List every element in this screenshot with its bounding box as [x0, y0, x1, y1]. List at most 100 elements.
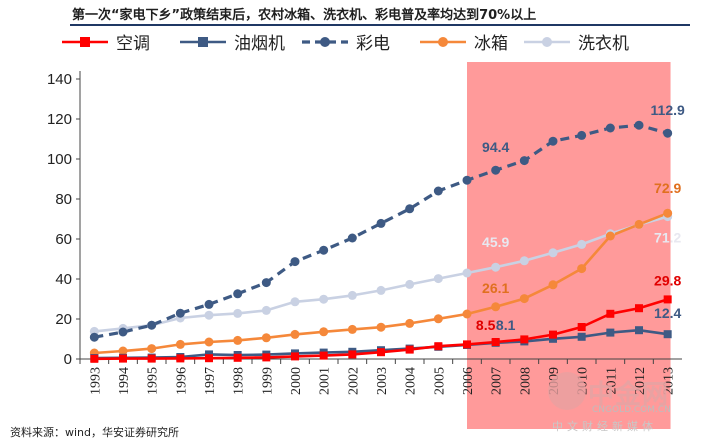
data-point: [491, 338, 500, 346]
data-point: [519, 256, 529, 266]
y-tick-label: 0: [64, 351, 72, 368]
data-point: [663, 330, 672, 339]
data-point: [577, 332, 586, 341]
x-tick-label: 2013: [662, 367, 677, 395]
x-tick-label: 2006: [461, 367, 476, 395]
x-tick-label: 1994: [117, 367, 132, 395]
legend-label: 洗衣机: [578, 34, 629, 54]
data-point: [147, 344, 157, 354]
watermark-domain: CNGOLD.COM.CN: [592, 405, 671, 415]
data-label: 94.4: [482, 139, 509, 155]
header-rule: [70, 24, 690, 26]
data-point: [520, 335, 529, 344]
y-tick-label: 140: [47, 71, 72, 88]
y-tick-label: 60: [55, 231, 72, 248]
series-markers-group: [89, 120, 673, 363]
data-label: 29.8: [654, 272, 681, 288]
data-point: [663, 128, 673, 138]
data-point: [376, 322, 386, 332]
legend-label: 冰箱: [474, 34, 508, 54]
data-point: [433, 186, 443, 196]
data-point: [491, 302, 501, 312]
header-title: 第一次“家电下乡”政策结束后，农村冰箱、洗衣机、彩电普及率均达到70%以上: [72, 8, 537, 23]
x-tick-label: 1998: [232, 367, 247, 395]
data-point: [548, 136, 558, 146]
data-point: [577, 239, 587, 249]
data-point: [347, 324, 357, 334]
source-note: 资料来源：wind，华安证券研究所: [10, 424, 179, 440]
data-point: [405, 318, 415, 328]
y-tick-label: 100: [47, 151, 72, 168]
data-point: [233, 289, 243, 299]
data-point: [491, 262, 501, 272]
data-point: [434, 342, 443, 351]
data-label: 112.9: [651, 102, 685, 118]
data-point: [491, 165, 501, 175]
data-point: [549, 334, 557, 343]
data-point: [634, 219, 644, 229]
data-point: [290, 297, 300, 307]
data-point: [261, 278, 271, 288]
data-point: [118, 327, 128, 337]
data-point: [347, 233, 357, 243]
data-point: [118, 346, 128, 356]
data-point: [606, 328, 615, 337]
data-point: [262, 353, 271, 362]
data-point: [663, 208, 673, 218]
data-point: [233, 353, 242, 362]
data-point: [376, 218, 386, 228]
data-point: [663, 295, 672, 304]
legend-marker: [198, 37, 208, 47]
data-point: [519, 294, 529, 304]
x-tick-label: 1993: [88, 367, 103, 395]
data-point: [261, 333, 271, 343]
data-label: 45.9: [482, 234, 509, 250]
data-point: [204, 299, 214, 309]
watermark-tagline: 中文财经新媒体: [552, 420, 657, 433]
legend-marker: [80, 37, 90, 47]
x-tick-label: 2003: [375, 367, 390, 395]
data-point: [549, 330, 557, 339]
data-point: [233, 308, 243, 318]
y-tick-label: 40: [55, 271, 72, 288]
data-point: [548, 280, 558, 290]
watermark-logo-icon: [548, 372, 586, 410]
data-point: [405, 279, 415, 289]
data-point: [204, 310, 214, 320]
source-text: wind，华安证券研究所: [65, 426, 180, 439]
data-labels-group: 8.5 29.8 8.1 12.4 94.4 112.9 26.1 72.9 45.9 71.2: [476, 102, 685, 333]
data-point: [577, 264, 587, 274]
data-point: [147, 354, 156, 363]
x-tick-label: 2002: [346, 367, 361, 395]
data-label: 12.4: [654, 305, 681, 321]
x-tick-label: 2007: [490, 367, 505, 395]
data-point: [606, 309, 615, 318]
x-tick-label: 1999: [260, 367, 275, 395]
data-label: 72.9: [654, 180, 681, 196]
data-point: [176, 354, 185, 363]
x-tick-label: 2001: [318, 367, 333, 395]
data-point: [290, 257, 300, 267]
legend-label: 彩电: [356, 34, 390, 54]
data-point: [405, 204, 415, 214]
data-point: [205, 354, 213, 363]
legend: 空调 油烟机 彩电 冰箱 洗衣机: [62, 34, 629, 54]
data-point: [462, 268, 472, 278]
x-tick-label: 2011: [604, 367, 619, 394]
data-point: [463, 340, 471, 349]
data-point: [319, 327, 329, 337]
data-point: [433, 274, 443, 284]
data-point: [290, 329, 300, 339]
data-point: [347, 290, 357, 300]
data-point: [635, 326, 643, 335]
data-point: [147, 320, 157, 330]
data-point: [433, 314, 443, 324]
data-label: 71.2: [654, 230, 681, 246]
chart-header: 第一次“家电下乡”政策结束后，农村冰箱、洗衣机、彩电普及率均达到70%以上: [0, 0, 704, 26]
data-point: [548, 248, 558, 258]
data-point: [319, 351, 328, 360]
x-tick-label: 1995: [146, 367, 161, 395]
x-tick-label: 2012: [633, 367, 648, 395]
legend-marker: [320, 37, 330, 47]
data-label: 26.1: [482, 280, 509, 296]
